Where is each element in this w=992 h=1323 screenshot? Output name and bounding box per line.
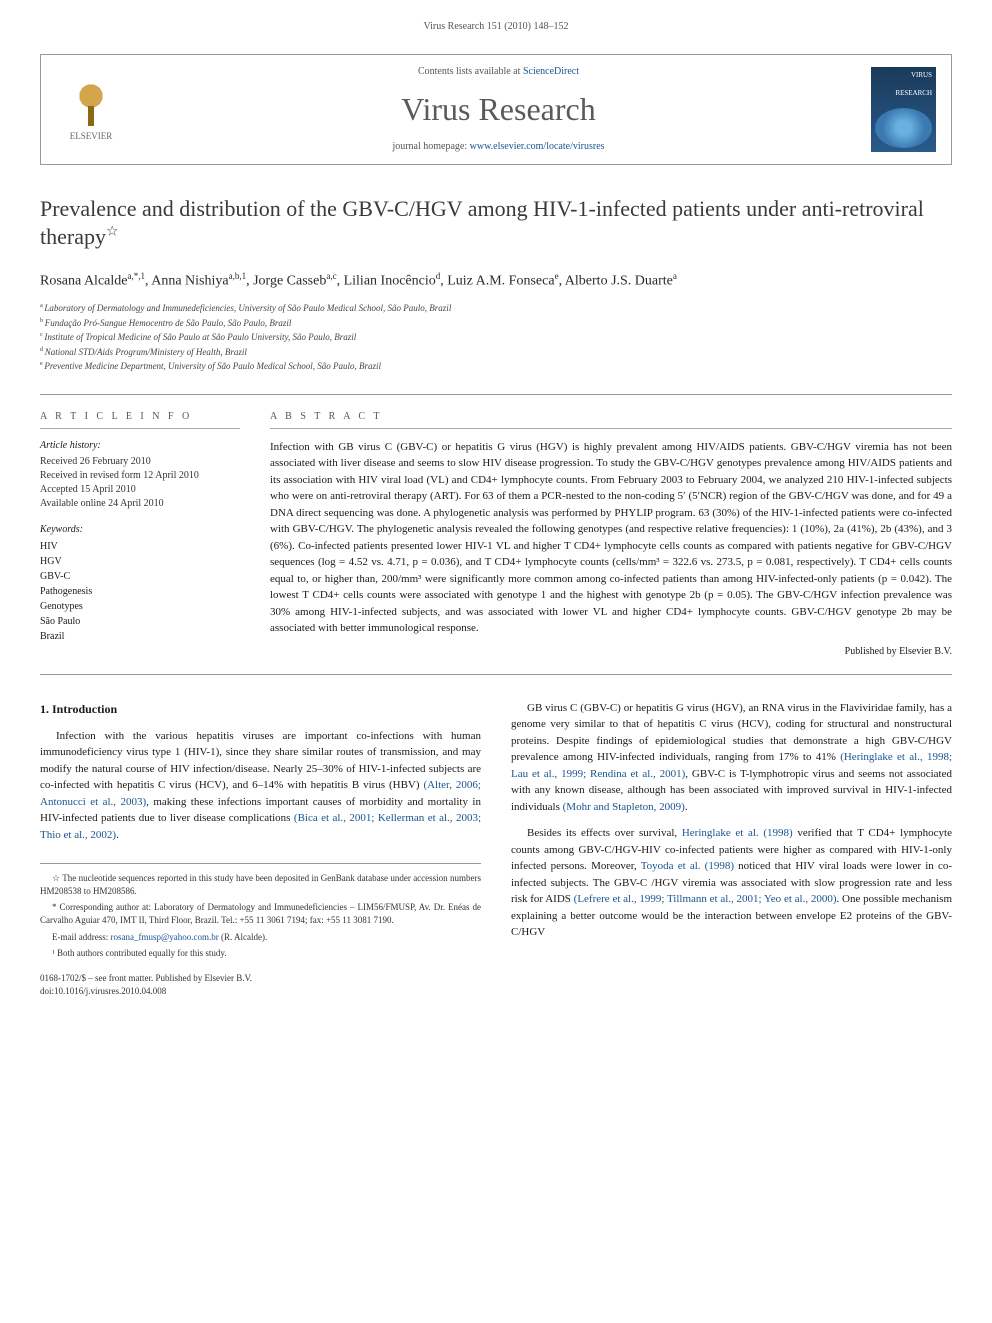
reference-link[interactable]: Toyoda et al. (1998) (641, 860, 734, 872)
keywords-list: HIVHGVGBV-CPathogenesisGenotypesSão Paul… (40, 539, 240, 644)
history-item: Accepted 15 April 2010 (40, 483, 240, 497)
history-item: Received in revised form 12 April 2010 (40, 469, 240, 483)
body-columns: 1. Introduction Infection with the vario… (40, 700, 952, 999)
body-text: . (116, 829, 119, 841)
body-text: Infection with the various hepatitis vir… (40, 730, 481, 792)
history-item: Available online 24 April 2010 (40, 497, 240, 511)
body-paragraph: Besides its effects over survival, Herin… (511, 825, 952, 941)
author: Luiz A.M. Fonseca (447, 274, 554, 289)
email-link[interactable]: rosana_fmusp@yahoo.com.br (110, 932, 218, 942)
author: Alberto J.S. Duarte (565, 274, 673, 289)
keywords-title: Keywords: (40, 523, 240, 537)
contents-prefix: Contents lists available at (418, 66, 523, 77)
author: Rosana Alcalde (40, 274, 127, 289)
contents-line: Contents lists available at ScienceDirec… (126, 65, 871, 79)
affiliation: d National STD/Aids Program/Ministery of… (40, 345, 952, 360)
abstract-text: Infection with GB virus C (GBV-C) or hep… (270, 439, 952, 637)
reference-link[interactable]: (Mohr and Stapleton, 2009) (563, 801, 685, 813)
affiliation: b Fundação Pró-Sangue Hemocentro de São … (40, 316, 952, 331)
cover-text-bottom: RESEARCH (875, 89, 932, 99)
authors-line: Rosana Alcaldea,*,1, Anna Nishiyaa,b,1, … (40, 270, 952, 291)
body-text: Besides its effects over survival, (527, 827, 682, 839)
author-sup: a,b,1 (229, 271, 247, 281)
body-paragraph: Infection with the various hepatitis vir… (40, 728, 481, 844)
copyright-line: 0168-1702/$ – see front matter. Publishe… (40, 972, 481, 986)
author-sup: a,c (326, 271, 336, 281)
homepage-prefix: journal homepage: (392, 141, 469, 152)
history-item: Received 26 February 2010 (40, 455, 240, 469)
reference-link[interactable]: Heringlake et al. (1998) (682, 827, 793, 839)
abstract-column: A B S T R A C T Infection with GB virus … (270, 410, 952, 659)
history-title: Article history: (40, 439, 240, 453)
body-column-left: 1. Introduction Infection with the vario… (40, 700, 481, 999)
keyword-item: HGV (40, 554, 240, 569)
reference-link[interactable]: (Lefrere et al., 1999; Tillmann et al., … (574, 893, 837, 905)
keyword-item: Brazil (40, 629, 240, 644)
article-title: Prevalence and distribution of the GBV-C… (40, 195, 952, 252)
cover-image-icon (875, 108, 932, 148)
author: Anna Nishiya (151, 274, 228, 289)
author-sup: a,*,1 (127, 271, 145, 281)
body-column-right: GB virus C (GBV-C) or hepatitis G virus … (511, 700, 952, 999)
affiliation: a Laboratory of Dermatology and Immunede… (40, 301, 952, 316)
author-sup: a (673, 271, 677, 281)
footnote-genbank: ☆ The nucleotide sequences reported in t… (40, 872, 481, 897)
sciencedirect-link[interactable]: ScienceDirect (523, 66, 579, 77)
elsevier-label: ELSEVIER (70, 130, 113, 143)
footnote-email: E-mail address: rosana_fmusp@yahoo.com.b… (40, 931, 481, 944)
keyword-item: GBV-C (40, 569, 240, 584)
article-info: A R T I C L E I N F O Article history: R… (40, 410, 240, 659)
section-1-heading: 1. Introduction (40, 700, 481, 718)
affiliations: a Laboratory of Dermatology and Immunede… (40, 301, 952, 374)
doi-line: doi:10.1016/j.virusres.2010.04.008 (40, 985, 481, 999)
journal-header: ELSEVIER Contents lists available at Sci… (40, 54, 952, 165)
citation-line: Virus Research 151 (2010) 148–152 (40, 20, 952, 34)
elsevier-tree-icon (66, 76, 116, 126)
body-text: . (685, 801, 688, 813)
email-label: E-mail address: (52, 932, 110, 942)
keyword-item: HIV (40, 539, 240, 554)
keyword-item: Pathogenesis (40, 584, 240, 599)
affiliation: c Institute of Tropical Medicine of São … (40, 330, 952, 345)
homepage-link[interactable]: www.elsevier.com/locate/virusres (470, 141, 605, 152)
journal-center: Contents lists available at ScienceDirec… (126, 65, 871, 154)
info-abstract-row: A R T I C L E I N F O Article history: R… (40, 394, 952, 675)
keyword-item: São Paulo (40, 614, 240, 629)
footnotes: ☆ The nucleotide sequences reported in t… (40, 863, 481, 960)
journal-cover: VIRUS RESEARCH (871, 67, 936, 152)
affiliation: e Preventive Medicine Department, Univer… (40, 359, 952, 374)
cover-text-top: VIRUS (875, 71, 932, 81)
title-text: Prevalence and distribution of the GBV-C… (40, 196, 924, 250)
title-footnote-marker: ☆ (106, 225, 119, 240)
author-sup: d (436, 271, 441, 281)
keyword-item: Genotypes (40, 599, 240, 614)
body-paragraph: GB virus C (GBV-C) or hepatitis G virus … (511, 700, 952, 816)
homepage-line: journal homepage: www.elsevier.com/locat… (126, 140, 871, 154)
journal-title: Virus Research (126, 87, 871, 132)
email-suffix: (R. Alcalde). (219, 932, 268, 942)
abstract-publisher: Published by Elsevier B.V. (270, 645, 952, 659)
author: Lilian Inocêncio (344, 274, 436, 289)
author: Jorge Casseb (253, 274, 326, 289)
footnote-corresponding: * Corresponding author at: Laboratory of… (40, 901, 481, 926)
history-text: Received 26 February 2010Received in rev… (40, 455, 240, 511)
author-sup: e (555, 271, 559, 281)
elsevier-logo: ELSEVIER (56, 69, 126, 149)
footnote-equal: ¹ Both authors contributed equally for t… (40, 947, 481, 960)
abstract-heading: A B S T R A C T (270, 410, 952, 429)
article-info-heading: A R T I C L E I N F O (40, 410, 240, 429)
